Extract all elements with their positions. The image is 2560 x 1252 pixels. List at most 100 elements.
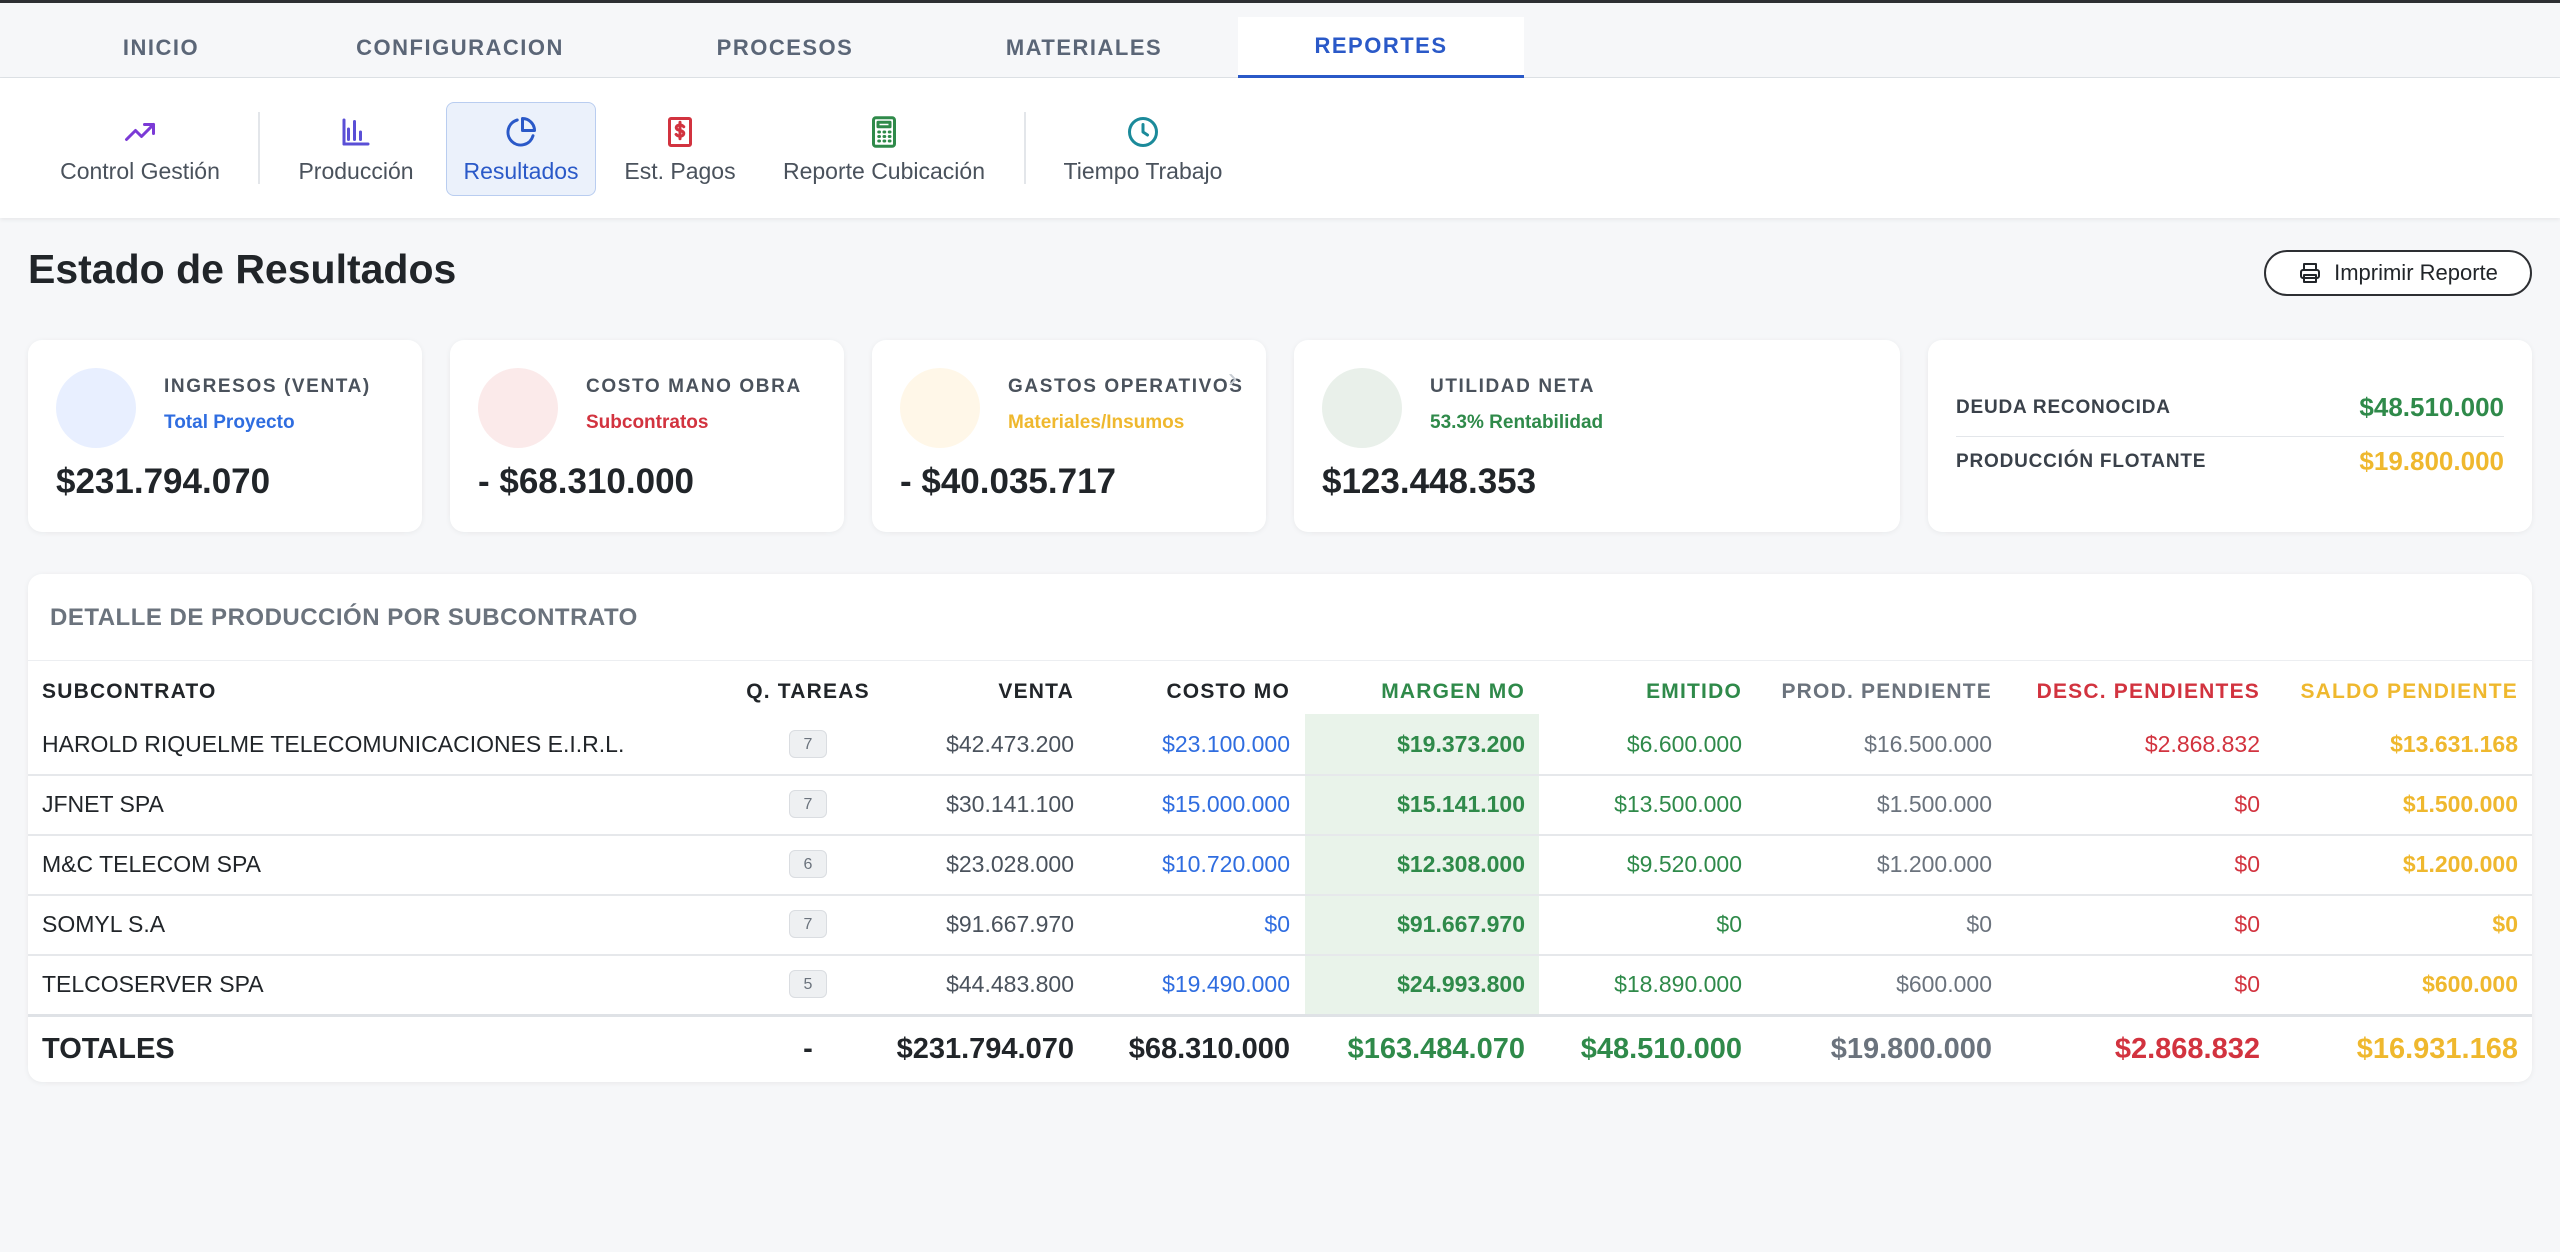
table-cell-margen-mo: $24.993.800: [1397, 970, 1525, 997]
table-cell-emitido: $6.600.000: [1626, 730, 1742, 757]
table-cell-margen-mo: $15.141.100: [1397, 790, 1525, 817]
deuda-reconocida-row: DEUDA RECONOCIDA $48.510.000: [1956, 392, 2504, 423]
row-divider: [28, 954, 2532, 956]
chevron-right-icon[interactable]: ›: [1228, 362, 1238, 393]
page-title: Estado de Resultados: [28, 246, 457, 292]
totals-prod-pendiente: $19.800.000: [1830, 1032, 1992, 1065]
pie-chart-icon: [506, 116, 536, 146]
card-value: - $40.035.717: [900, 462, 1117, 501]
card-gastos-operativos: GASTOS OPERATIVOS Materiales/Insumos - $…: [872, 340, 1266, 532]
row-divider: [28, 834, 2532, 836]
card-circle: [478, 368, 558, 448]
table-cell-saldo-pendiente: $600.000: [2422, 970, 2518, 997]
card-utilidad-neta: UTILIDAD NETA 53.3% Rentabilidad $123.44…: [1294, 340, 1900, 532]
table-cell-costo-mo: $0: [1264, 910, 1290, 937]
totals-margen-mo: $163.484.070: [1347, 1032, 1525, 1065]
table-cell-prod-pendiente: $16.500.000: [1864, 730, 1992, 757]
table-cell-emitido: $18.890.000: [1614, 970, 1742, 997]
print-report-label: Imprimir Reporte: [2334, 260, 2498, 285]
column-header-q-tareas[interactable]: Q. TAREAS: [746, 680, 870, 703]
table-cell-saldo-pendiente: $0: [2492, 910, 2518, 937]
card-title: GASTOS OPERATIVOS: [1008, 376, 1244, 397]
subnav-control-gestion[interactable]: Control Gestión: [46, 102, 234, 196]
table-cell-q-tareas: 7: [708, 714, 908, 774]
tab-procesos[interactable]: PROCESOS: [716, 35, 854, 60]
table-cell-q-tareas: 7: [708, 774, 908, 834]
column-header-saldo-pendiente[interactable]: SALDO PENDIENTE: [2300, 680, 2518, 703]
table-cell-saldo-pendiente: $1.200.000: [2402, 850, 2518, 877]
column-header-margen-mo[interactable]: MARGEN MO: [1381, 680, 1525, 703]
table-cell-venta: $42.473.200: [946, 730, 1074, 757]
row-divider: [28, 894, 2532, 896]
produccion-flotante-label: PRODUCCIÓN FLOTANTE: [1956, 450, 2207, 472]
card-title: UTILIDAD NETA: [1430, 376, 1596, 397]
table-cell-costo-mo: $19.490.000: [1162, 970, 1290, 997]
totals-label: TOTALES: [42, 1032, 175, 1065]
task-count-badge: 6: [789, 850, 827, 878]
row-divider: [28, 774, 2532, 776]
subnav-resultados[interactable]: Resultados: [446, 102, 596, 196]
subnav-label: Control Gestión: [60, 157, 220, 184]
calculator-icon: [872, 115, 896, 148]
totals-q-tareas: -: [803, 1032, 813, 1065]
table-cell-desc-pendientes: $0: [2234, 850, 2260, 877]
divider: [1956, 436, 2504, 437]
report-subnav: Control Gestión Producción Resultados Es…: [0, 78, 2560, 218]
table-cell-subcontrato: HAROLD RIQUELME TELECOMUNICACIONES E.I.R…: [42, 730, 625, 757]
table-cell-costo-mo: $10.720.000: [1162, 850, 1290, 877]
dollar-doc-icon: [668, 116, 692, 147]
table-cell-venta: $44.483.800: [946, 970, 1074, 997]
card-subtitle: Materiales/Insumos: [1008, 412, 1185, 433]
subnav-label: Producción: [298, 157, 414, 184]
totals-venta: $231.794.070: [896, 1032, 1074, 1065]
tab-materiales[interactable]: MATERIALES: [1005, 35, 1163, 60]
column-header-prod-pendiente[interactable]: PROD. PENDIENTE: [1781, 680, 1992, 703]
table-cell-prod-pendiente: $1.500.000: [1876, 790, 1992, 817]
clock-icon: [1128, 116, 1158, 147]
card-value: $231.794.070: [56, 462, 271, 501]
totals-divider: [28, 1014, 2532, 1017]
subnav-label: Resultados: [463, 157, 579, 184]
tab-reportes[interactable]: REPORTES: [1238, 17, 1524, 79]
produccion-flotante-value: $19.800.000: [2359, 446, 2504, 476]
card-subtitle: Subcontratos: [586, 412, 709, 433]
table-cell-desc-pendientes: $0: [2234, 790, 2260, 817]
table-cell-prod-pendiente: $600.000: [1896, 970, 1992, 997]
column-header-costo-mo[interactable]: COSTO MO: [1166, 680, 1290, 703]
column-header-venta[interactable]: VENTA: [998, 680, 1074, 703]
column-header-emitido[interactable]: EMITIDO: [1646, 680, 1742, 703]
table-cell-subcontrato: TELCOSERVER SPA: [42, 970, 264, 997]
tab-inicio[interactable]: INICIO: [122, 35, 200, 60]
subnav-est-pagos[interactable]: Est. Pagos: [612, 102, 748, 196]
card-ingresos: INGRESOS (VENTA) Total Proyecto $231.794…: [28, 340, 422, 532]
margin-column-highlight: [1305, 714, 1539, 1014]
table-cell-costo-mo: $15.000.000: [1162, 790, 1290, 817]
table-cell-desc-pendientes: $0: [2234, 970, 2260, 997]
column-header-desc-pendientes[interactable]: DESC. PENDIENTES: [2036, 680, 2260, 703]
totals-saldo-pendiente: $16.931.168: [2356, 1032, 2518, 1065]
subnav-label: Tiempo Trabajo: [1063, 157, 1223, 184]
deuda-reconocida-label: DEUDA RECONOCIDA: [1956, 396, 2171, 418]
table-cell-emitido: $0: [1716, 910, 1742, 937]
card-title: COSTO MANO OBRA: [586, 376, 802, 397]
table-cell-q-tareas: 7: [708, 894, 908, 954]
column-header-subcontrato[interactable]: SUBCONTRATO: [42, 680, 217, 703]
print-report-button[interactable]: Imprimir Reporte: [2264, 250, 2532, 296]
totals-emitido: $48.510.000: [1580, 1032, 1742, 1065]
table-cell-saldo-pendiente: $13.631.168: [2390, 730, 2518, 757]
subnav-tiempo-trabajo[interactable]: Tiempo Trabajo: [1048, 102, 1238, 196]
table-cell-subcontrato: JFNET SPA: [42, 790, 164, 817]
card-subtitle: Total Proyecto: [164, 412, 295, 433]
table-cell-margen-mo: $19.373.200: [1397, 730, 1525, 757]
panel-title: DETALLE DE PRODUCCIÓN POR SUBCONTRATO: [50, 604, 638, 631]
tab-configuracion[interactable]: CONFIGURACION: [356, 35, 564, 60]
subnav-reporte-cubicacion[interactable]: Reporte Cubicación: [766, 102, 1002, 196]
main-tabs-bar: INICIO CONFIGURACION PROCESOS MATERIALES…: [0, 0, 2560, 79]
deuda-reconocida-value: $48.510.000: [2359, 392, 2504, 422]
subnav-produccion[interactable]: Producción: [282, 102, 430, 196]
card-title: INGRESOS (VENTA): [164, 376, 371, 397]
table-cell-emitido: $13.500.000: [1614, 790, 1742, 817]
table-cell-subcontrato: M&C TELECOM SPA: [42, 850, 261, 877]
card-circle: [1322, 368, 1402, 448]
table-cell-prod-pendiente: $1.200.000: [1876, 850, 1992, 877]
